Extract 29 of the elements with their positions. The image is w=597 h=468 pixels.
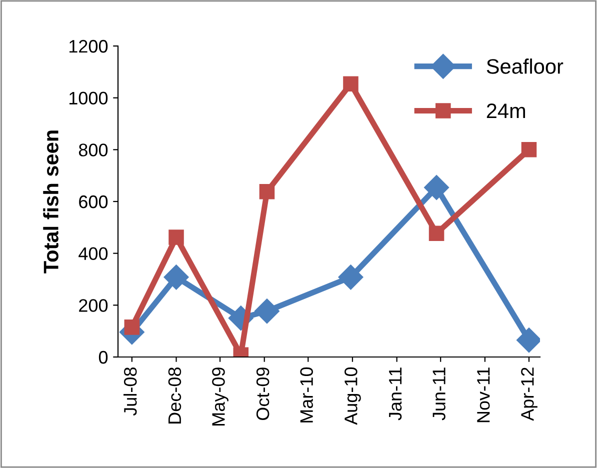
point [343, 76, 358, 92]
x-tick-label: Apr-12 [521, 368, 538, 421]
y-tick-label: 1200 [69, 40, 108, 53]
x-tick-label: Dec-08 [168, 368, 182, 424]
y-tick-label: 400 [78, 247, 108, 260]
point [164, 264, 189, 290]
legend-label: Seafloor [486, 58, 564, 74]
x-tick-label: Nov-11 [477, 368, 490, 422]
x-tick-label: Jan-11 [389, 368, 402, 420]
point [254, 298, 280, 324]
y-axis-title: Total fish seen [43, 130, 58, 274]
y-tick-label: 600 [79, 195, 108, 208]
point [259, 184, 275, 200]
y-tick-label: 0 [98, 350, 108, 364]
y-tick-label: 800 [78, 144, 108, 156]
x-tick-label: Jul-08 [123, 368, 137, 416]
point [428, 226, 444, 242]
y-tick-label: 200 [79, 299, 108, 312]
point [521, 142, 537, 158]
point [338, 264, 364, 290]
x-tick-label: Jun-11 [432, 368, 446, 420]
x-tick-label: May-09 [212, 368, 228, 426]
point [168, 230, 184, 245]
x-tick-label: Mar-10 [300, 367, 313, 422]
y-tick-label: 1000 [69, 92, 108, 105]
legend-label: 24m [486, 104, 526, 118]
x-tick-label: Oct-09 [256, 368, 270, 420]
x-tick-label: Aug-10 [344, 367, 361, 425]
point [424, 175, 450, 200]
